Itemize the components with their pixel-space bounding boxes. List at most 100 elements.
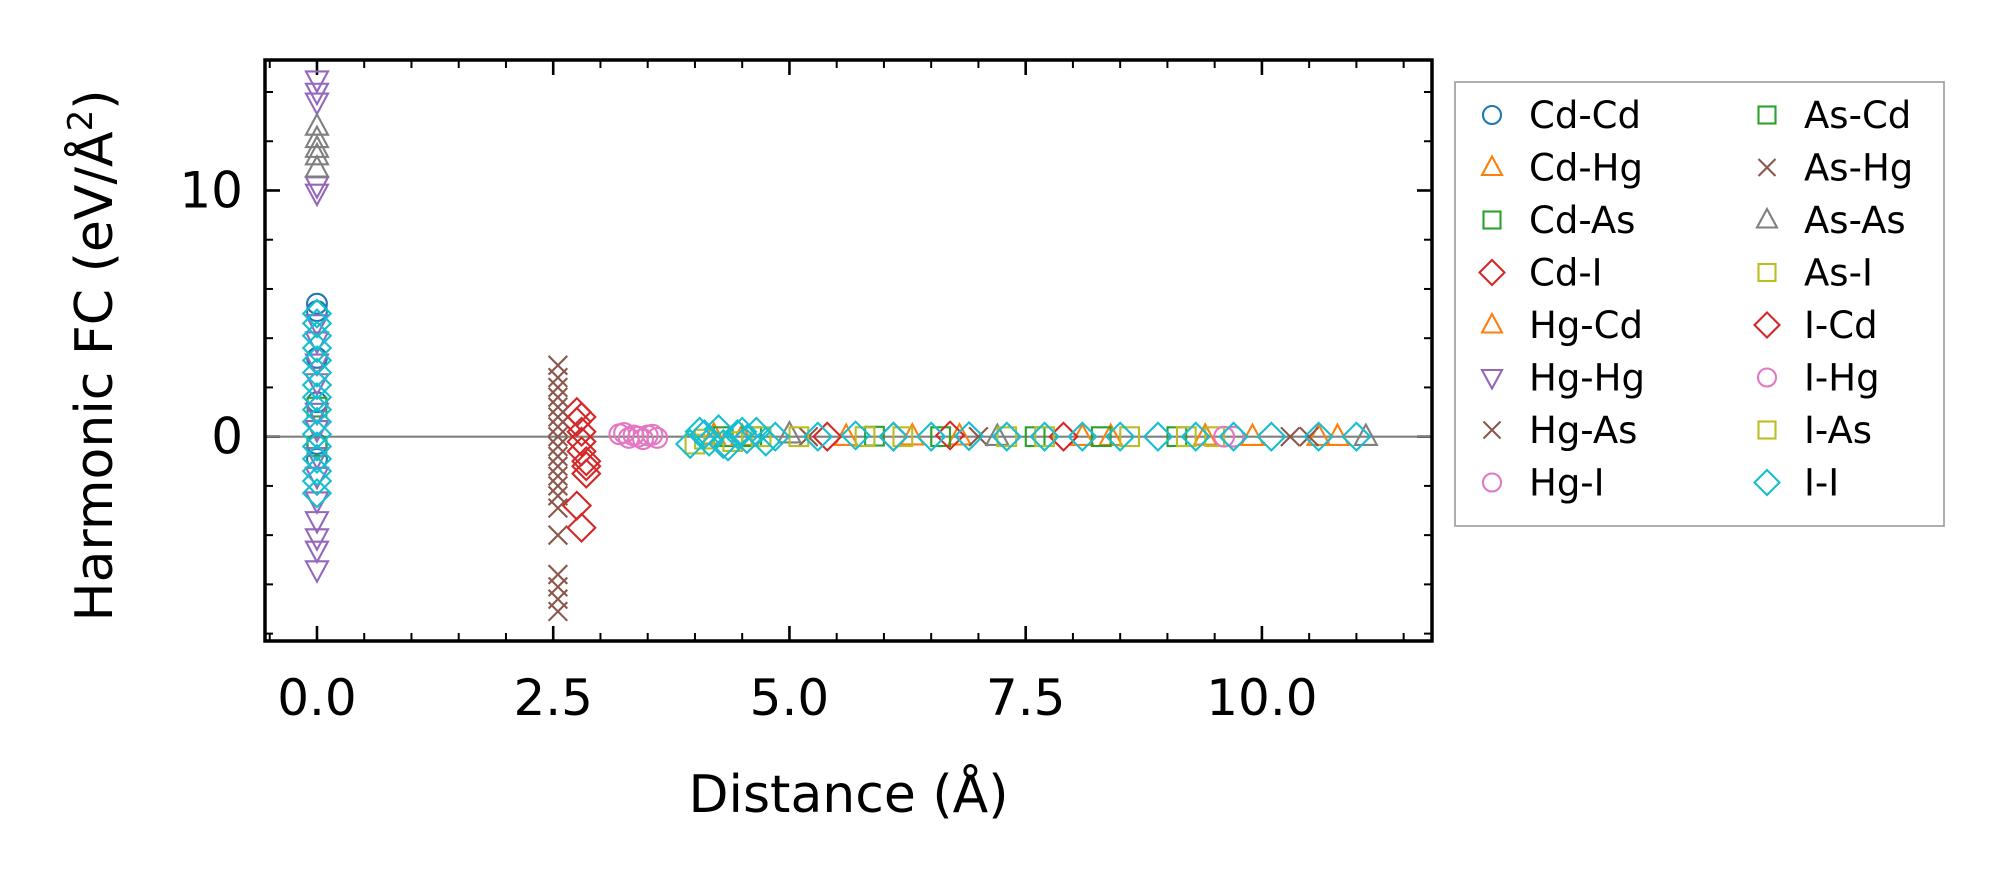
legend-item-i-i: I-I <box>1753 462 1839 505</box>
data-point <box>946 421 973 446</box>
legend-marker <box>1481 104 1503 126</box>
data-point <box>1067 421 1098 452</box>
legend-label: Cd-Cd <box>1529 94 1641 137</box>
data-point <box>301 406 333 438</box>
legend-item-as-i: As-I <box>1757 252 1873 295</box>
legend-item-cd-i: Cd-I <box>1478 252 1603 295</box>
data-point <box>930 426 952 448</box>
series-cd-i <box>561 396 1079 543</box>
legend-item-as-cd: As-Cd <box>1757 94 1911 137</box>
data-point <box>301 418 333 450</box>
legend-marker <box>1478 258 1506 287</box>
series-i-cd <box>566 401 966 482</box>
data-point <box>566 426 597 457</box>
x-tick-label: 10.0 <box>1206 669 1317 727</box>
data-point <box>566 512 597 543</box>
legend-label: I-Hg <box>1804 357 1880 400</box>
data-point <box>1029 421 1060 452</box>
data-point <box>722 418 753 450</box>
legend-marker <box>1480 311 1504 334</box>
series-i-i <box>301 298 1372 509</box>
y-tick-label: 10 <box>179 161 243 219</box>
legend-label: Hg-I <box>1529 462 1605 505</box>
data-point <box>1034 426 1055 448</box>
data-point <box>301 455 333 487</box>
data-point <box>1280 426 1301 447</box>
data-point <box>304 314 330 338</box>
legend-marker <box>1482 420 1502 440</box>
legend-label: Hg-Cd <box>1529 304 1643 347</box>
data-point <box>547 525 569 546</box>
data-point <box>1090 426 1112 448</box>
x-tick-label: 7.5 <box>986 669 1066 727</box>
data-point <box>1204 426 1226 448</box>
data-point <box>996 426 1018 448</box>
legend-label: Hg-Hg <box>1529 357 1645 400</box>
legend-label: I-I <box>1804 462 1839 505</box>
legend-label: As-I <box>1804 252 1873 295</box>
data-point <box>571 446 602 477</box>
data-point <box>304 141 330 166</box>
data-point <box>1119 426 1141 448</box>
data-point <box>547 367 569 388</box>
data-point <box>571 458 602 489</box>
legend-item-i-hg: I-Hg <box>1756 357 1880 400</box>
data-point <box>301 465 333 497</box>
data-point <box>301 332 333 364</box>
data-point <box>547 397 569 418</box>
legend-marker <box>1757 158 1777 177</box>
data-point <box>1239 422 1266 446</box>
data-point <box>1180 421 1212 452</box>
data-point <box>1104 421 1136 452</box>
data-point <box>301 308 333 339</box>
legend-item-cd-as: Cd-As <box>1482 199 1635 242</box>
data-point <box>812 421 843 452</box>
data-point <box>1218 421 1249 452</box>
data-point <box>1142 421 1174 452</box>
data-point <box>304 124 330 149</box>
x-axis-label: Distance (Å) <box>688 763 1008 825</box>
data-point <box>708 428 739 460</box>
legend-item-hg-cd: Hg-Cd <box>1480 304 1643 347</box>
legend-label: Hg-As <box>1529 409 1637 452</box>
data-point <box>301 443 333 475</box>
data-point <box>304 176 330 200</box>
data-point <box>547 465 569 487</box>
data-point <box>547 475 569 496</box>
legend-marker <box>1755 206 1779 229</box>
data-point <box>1303 421 1334 452</box>
data-point <box>304 560 330 584</box>
data-point <box>301 478 333 509</box>
data-point <box>1353 422 1379 446</box>
data-point <box>301 382 333 413</box>
legend-label: Cd-As <box>1529 199 1635 242</box>
data-point <box>566 416 597 447</box>
data-point <box>547 446 569 467</box>
data-point <box>1324 422 1351 446</box>
data-point <box>547 456 569 477</box>
legend-marker <box>1753 311 1781 339</box>
data-point <box>1069 422 1096 446</box>
legend-item-as-as: As-As <box>1755 199 1906 242</box>
data-point <box>991 421 1023 452</box>
data-point <box>760 421 791 452</box>
data-point <box>304 183 330 208</box>
legend-item-i-as: I-As <box>1757 409 1872 452</box>
data-point <box>1341 421 1372 452</box>
legend-label: As-Hg <box>1804 147 1913 190</box>
legend-box <box>1454 81 1945 527</box>
legend-marker <box>1753 468 1781 497</box>
legend-label: Cd-Hg <box>1529 147 1643 190</box>
data-point <box>968 426 989 447</box>
legend: Cd-Cd Cd-Hg Cd-As Cd-I Hg-Cd Hg-Hg Hg-As Hg-I As… <box>1454 81 1945 527</box>
data-point <box>1213 425 1236 448</box>
legend-item-as-hg: As-Hg <box>1757 147 1913 190</box>
data-point <box>306 292 328 315</box>
data-point <box>1256 421 1287 452</box>
legend-marker <box>1480 154 1504 177</box>
data-point <box>301 394 333 425</box>
data-point <box>547 426 569 447</box>
legend-label: As-Cd <box>1804 94 1911 137</box>
data-point <box>953 420 985 452</box>
